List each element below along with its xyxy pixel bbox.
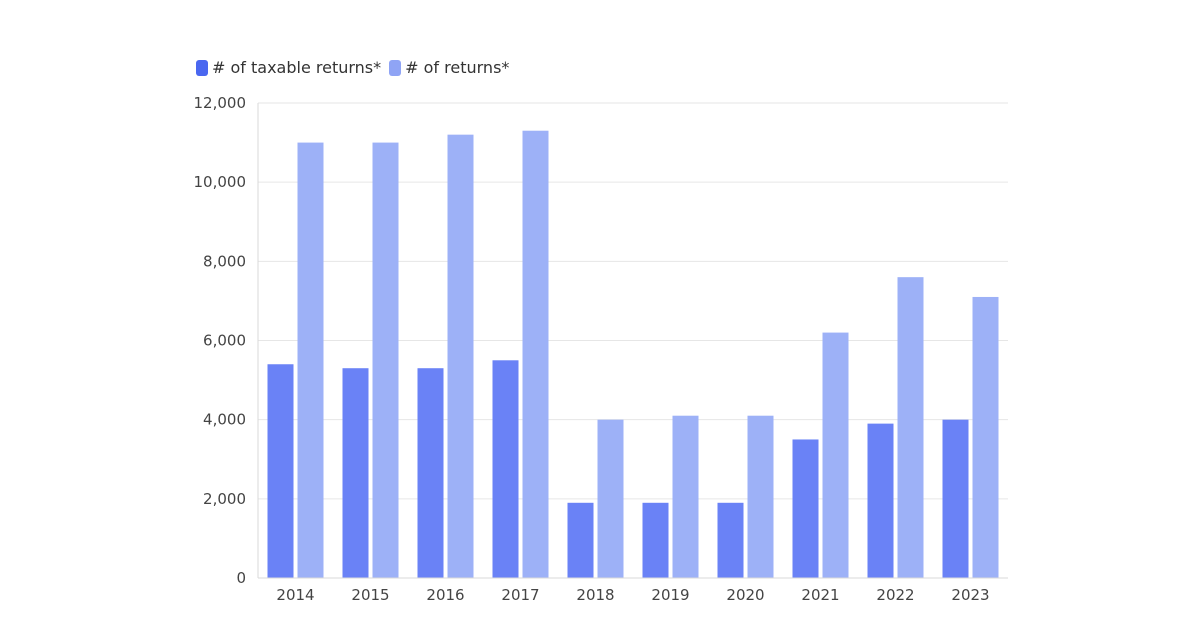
chart-legend: # of taxable returns* # of returns* xyxy=(196,58,517,77)
legend-swatch-returns xyxy=(389,59,402,76)
bar-returns-2020[interactable] xyxy=(747,415,774,578)
x-tick-label: 2018 xyxy=(576,586,614,604)
bar-taxable-returns-2020[interactable] xyxy=(717,502,744,578)
y-tick-label: 2,000 xyxy=(203,490,246,508)
bar-taxable-returns-2022[interactable] xyxy=(867,423,894,578)
x-tick-label: 2014 xyxy=(276,586,314,604)
y-tick-label: 6,000 xyxy=(203,332,246,350)
legend-label-returns: # of returns* xyxy=(405,58,510,77)
bar-taxable-returns-2017[interactable] xyxy=(492,360,519,578)
x-tick-label: 2015 xyxy=(351,586,389,604)
legend-swatch-taxable-returns xyxy=(196,59,208,76)
bar-returns-2018[interactable] xyxy=(597,419,624,578)
bar-returns-2022[interactable] xyxy=(897,277,924,578)
legend-item-returns[interactable]: # of returns* xyxy=(389,58,509,77)
y-tick-label: 0 xyxy=(236,569,246,587)
y-tick-label: 10,000 xyxy=(194,173,247,191)
x-tick-label: 2021 xyxy=(801,586,839,604)
legend-label-taxable-returns: # of taxable returns* xyxy=(212,58,382,77)
bar-returns-2016[interactable] xyxy=(447,134,474,578)
bar-returns-2023[interactable] xyxy=(972,296,999,578)
x-tick-label: 2017 xyxy=(501,586,539,604)
legend-item-taxable-returns[interactable]: # of taxable returns* xyxy=(196,58,381,77)
y-tick-label: 12,000 xyxy=(194,94,247,112)
axes: 0 2,000 4,000 6,000 8,000 10,000 12,000 2014 201… xyxy=(194,94,1008,604)
y-tick-label: 8,000 xyxy=(203,252,246,270)
bar-taxable-returns-2015[interactable] xyxy=(342,368,369,578)
x-tick-label: 2016 xyxy=(426,586,464,604)
grid-lines xyxy=(258,102,1008,500)
bar-returns-2017[interactable] xyxy=(522,130,549,579)
bar-returns-2014[interactable] xyxy=(297,142,324,579)
bar-taxable-returns-2019[interactable] xyxy=(642,502,669,578)
y-tick-label: 4,000 xyxy=(203,411,246,429)
x-tick-label: 2019 xyxy=(651,586,689,604)
bar-returns-2019[interactable] xyxy=(672,415,699,578)
bar-taxable-returns-2021[interactable] xyxy=(792,439,819,578)
x-tick-label: 2023 xyxy=(951,586,989,604)
bars xyxy=(267,130,999,579)
bar-taxable-returns-2016[interactable] xyxy=(417,368,444,578)
bar-taxable-returns-2014[interactable] xyxy=(267,364,294,578)
bar-returns-2015[interactable] xyxy=(372,142,399,579)
bar-taxable-returns-2018[interactable] xyxy=(567,502,594,578)
bar-returns-2021[interactable] xyxy=(822,332,849,578)
x-tick-label: 2022 xyxy=(876,586,914,604)
bar-taxable-returns-2023[interactable] xyxy=(942,419,969,578)
x-tick-label: 2020 xyxy=(726,586,764,604)
